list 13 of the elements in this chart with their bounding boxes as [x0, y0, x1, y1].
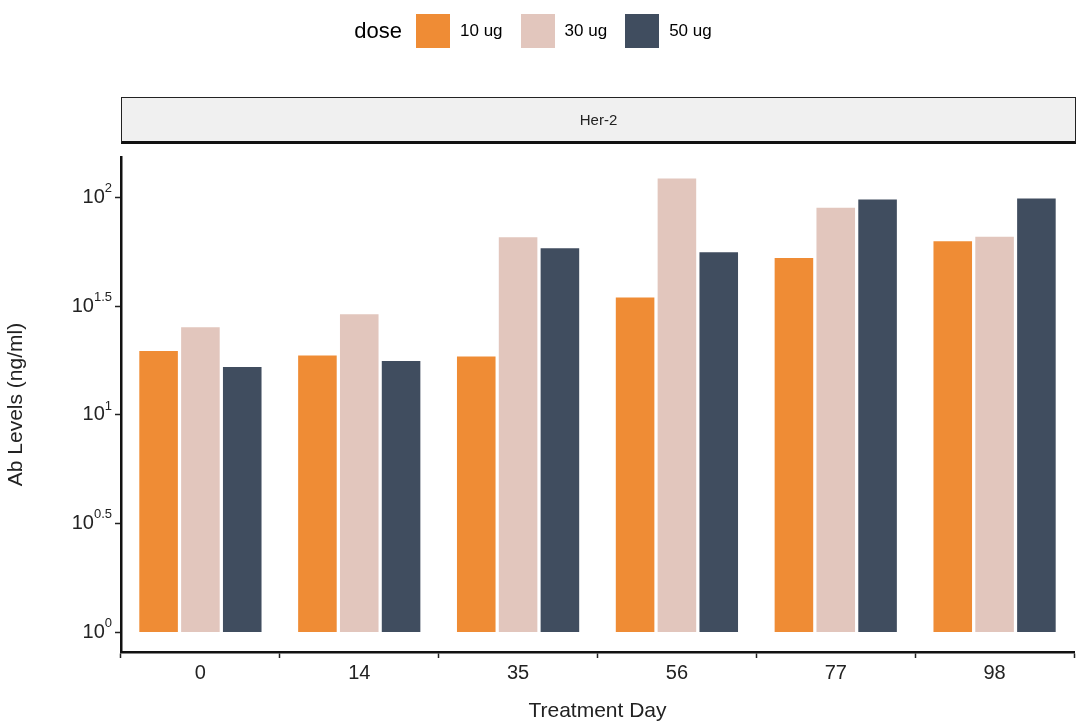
- legend-label: 30 ug: [564, 21, 608, 41]
- legend-label: 10 ug: [460, 21, 503, 41]
- chart-title: Her-2: [121, 97, 1076, 144]
- legend-title: dose: [354, 18, 403, 44]
- x-tick-label: 77: [824, 660, 847, 683]
- x-tick-label: 35: [506, 660, 530, 683]
- x-tick-label: 14: [348, 660, 371, 683]
- x-tick-label: 56: [665, 660, 689, 683]
- x-axis-title: Treatment Day: [528, 698, 668, 722]
- x-tick-label: 98: [983, 660, 1006, 683]
- legend-label: 50 ug: [669, 21, 712, 41]
- y-axis-title: Ab Levels (ng/ml): [3, 322, 27, 487]
- x-tick-label: 0: [194, 660, 206, 683]
